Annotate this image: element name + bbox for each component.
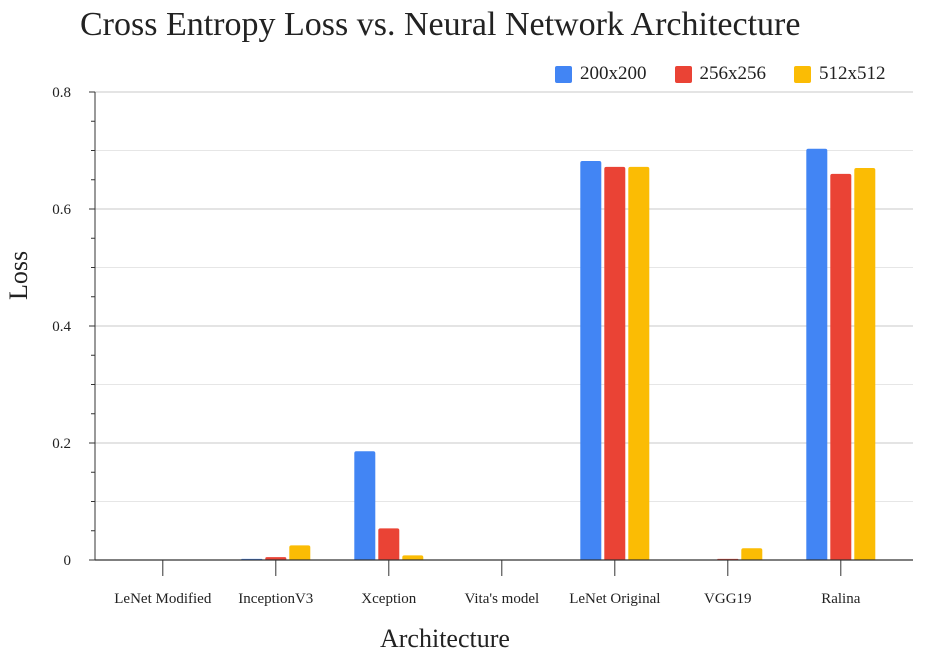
- legend-swatch-series-3: [794, 65, 811, 83]
- bar-3-6: [741, 548, 763, 560]
- x-tick-label: InceptionV3: [238, 591, 313, 607]
- bar-1-7: [806, 148, 828, 560]
- legend-label-series-2: 256x256: [699, 63, 767, 84]
- x-tick-label: LeNet Modified: [114, 591, 212, 607]
- bar-3-7: [854, 168, 876, 561]
- chart-title: Cross Entropy Loss vs. Neural Network Ar…: [80, 6, 801, 43]
- bar-2-2: [265, 557, 287, 560]
- bar-3-5: [628, 166, 650, 560]
- legend-item-series-2: 256x256: [674, 63, 767, 85]
- bar-2-3: [378, 528, 400, 560]
- x-tick-label: Vita's model: [464, 591, 539, 607]
- legend-item-series-1: 200x200: [555, 63, 647, 85]
- legend-label-series-1: 200x200: [580, 63, 647, 84]
- y-tick-label: 0.8: [52, 85, 71, 101]
- x-tick-label: LeNet Original: [569, 591, 660, 607]
- bar-3-2: [289, 545, 311, 560]
- bar-2-7: [830, 173, 852, 560]
- x-axis-title: Architecture: [380, 624, 510, 653]
- legend-swatch-series-2: [674, 65, 692, 83]
- x-tick-label: Xception: [361, 591, 416, 607]
- bar-1-3: [354, 451, 376, 560]
- legend-label-series-3: 512x512: [819, 63, 886, 84]
- legend-item-series-3: 512x512: [794, 63, 886, 85]
- legend: 200x200 256x256 512x512: [555, 63, 886, 85]
- x-tick-label: VGG19: [704, 591, 752, 607]
- x-tick-label: Ralina: [821, 591, 860, 607]
- bar-3-3: [402, 555, 424, 560]
- bar-1-5: [580, 161, 602, 560]
- y-tick-label: 0.4: [52, 319, 71, 335]
- bar-2-5: [604, 166, 626, 560]
- y-tick-label: 0.2: [52, 436, 71, 452]
- legend-swatch-series-1: [555, 65, 572, 83]
- y-tick-label: 0.6: [52, 202, 71, 218]
- y-tick-label: 0: [64, 553, 72, 569]
